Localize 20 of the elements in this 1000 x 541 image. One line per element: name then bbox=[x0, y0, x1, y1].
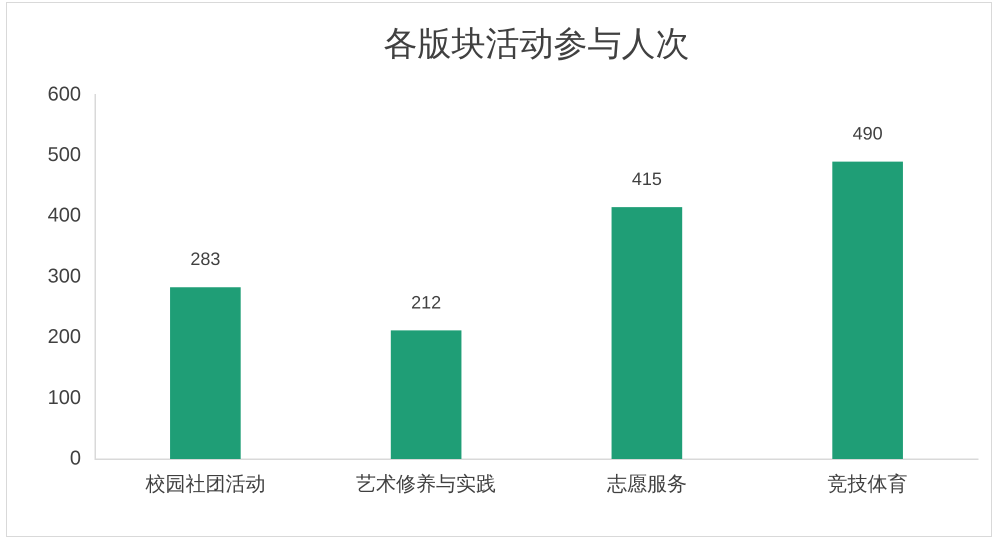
y-tick-label: 600 bbox=[48, 83, 81, 106]
x-tick-label: 艺术修养与实践 bbox=[356, 474, 496, 496]
y-tick-label: 500 bbox=[48, 144, 81, 166]
data-label: 283 bbox=[190, 249, 220, 270]
chart-title: 各版块活动参与人次 bbox=[384, 24, 690, 63]
x-tick-label: 志愿服务 bbox=[606, 474, 687, 496]
bar bbox=[832, 162, 903, 459]
y-tick-label: 300 bbox=[48, 265, 81, 288]
x-tick-label: 竞技体育 bbox=[828, 472, 908, 496]
bar bbox=[390, 330, 462, 459]
y-tick-label: 100 bbox=[48, 386, 81, 409]
bar bbox=[170, 287, 241, 459]
x-tick-label: 校园社团活动 bbox=[144, 474, 266, 496]
data-label: 212 bbox=[411, 292, 442, 312]
data-label: 415 bbox=[632, 169, 662, 190]
y-tick-label: 0 bbox=[70, 448, 81, 470]
bar bbox=[612, 207, 682, 459]
y-tick-label: 400 bbox=[48, 204, 81, 227]
data-label: 490 bbox=[852, 124, 883, 144]
y-tick-label: 200 bbox=[48, 326, 81, 348]
